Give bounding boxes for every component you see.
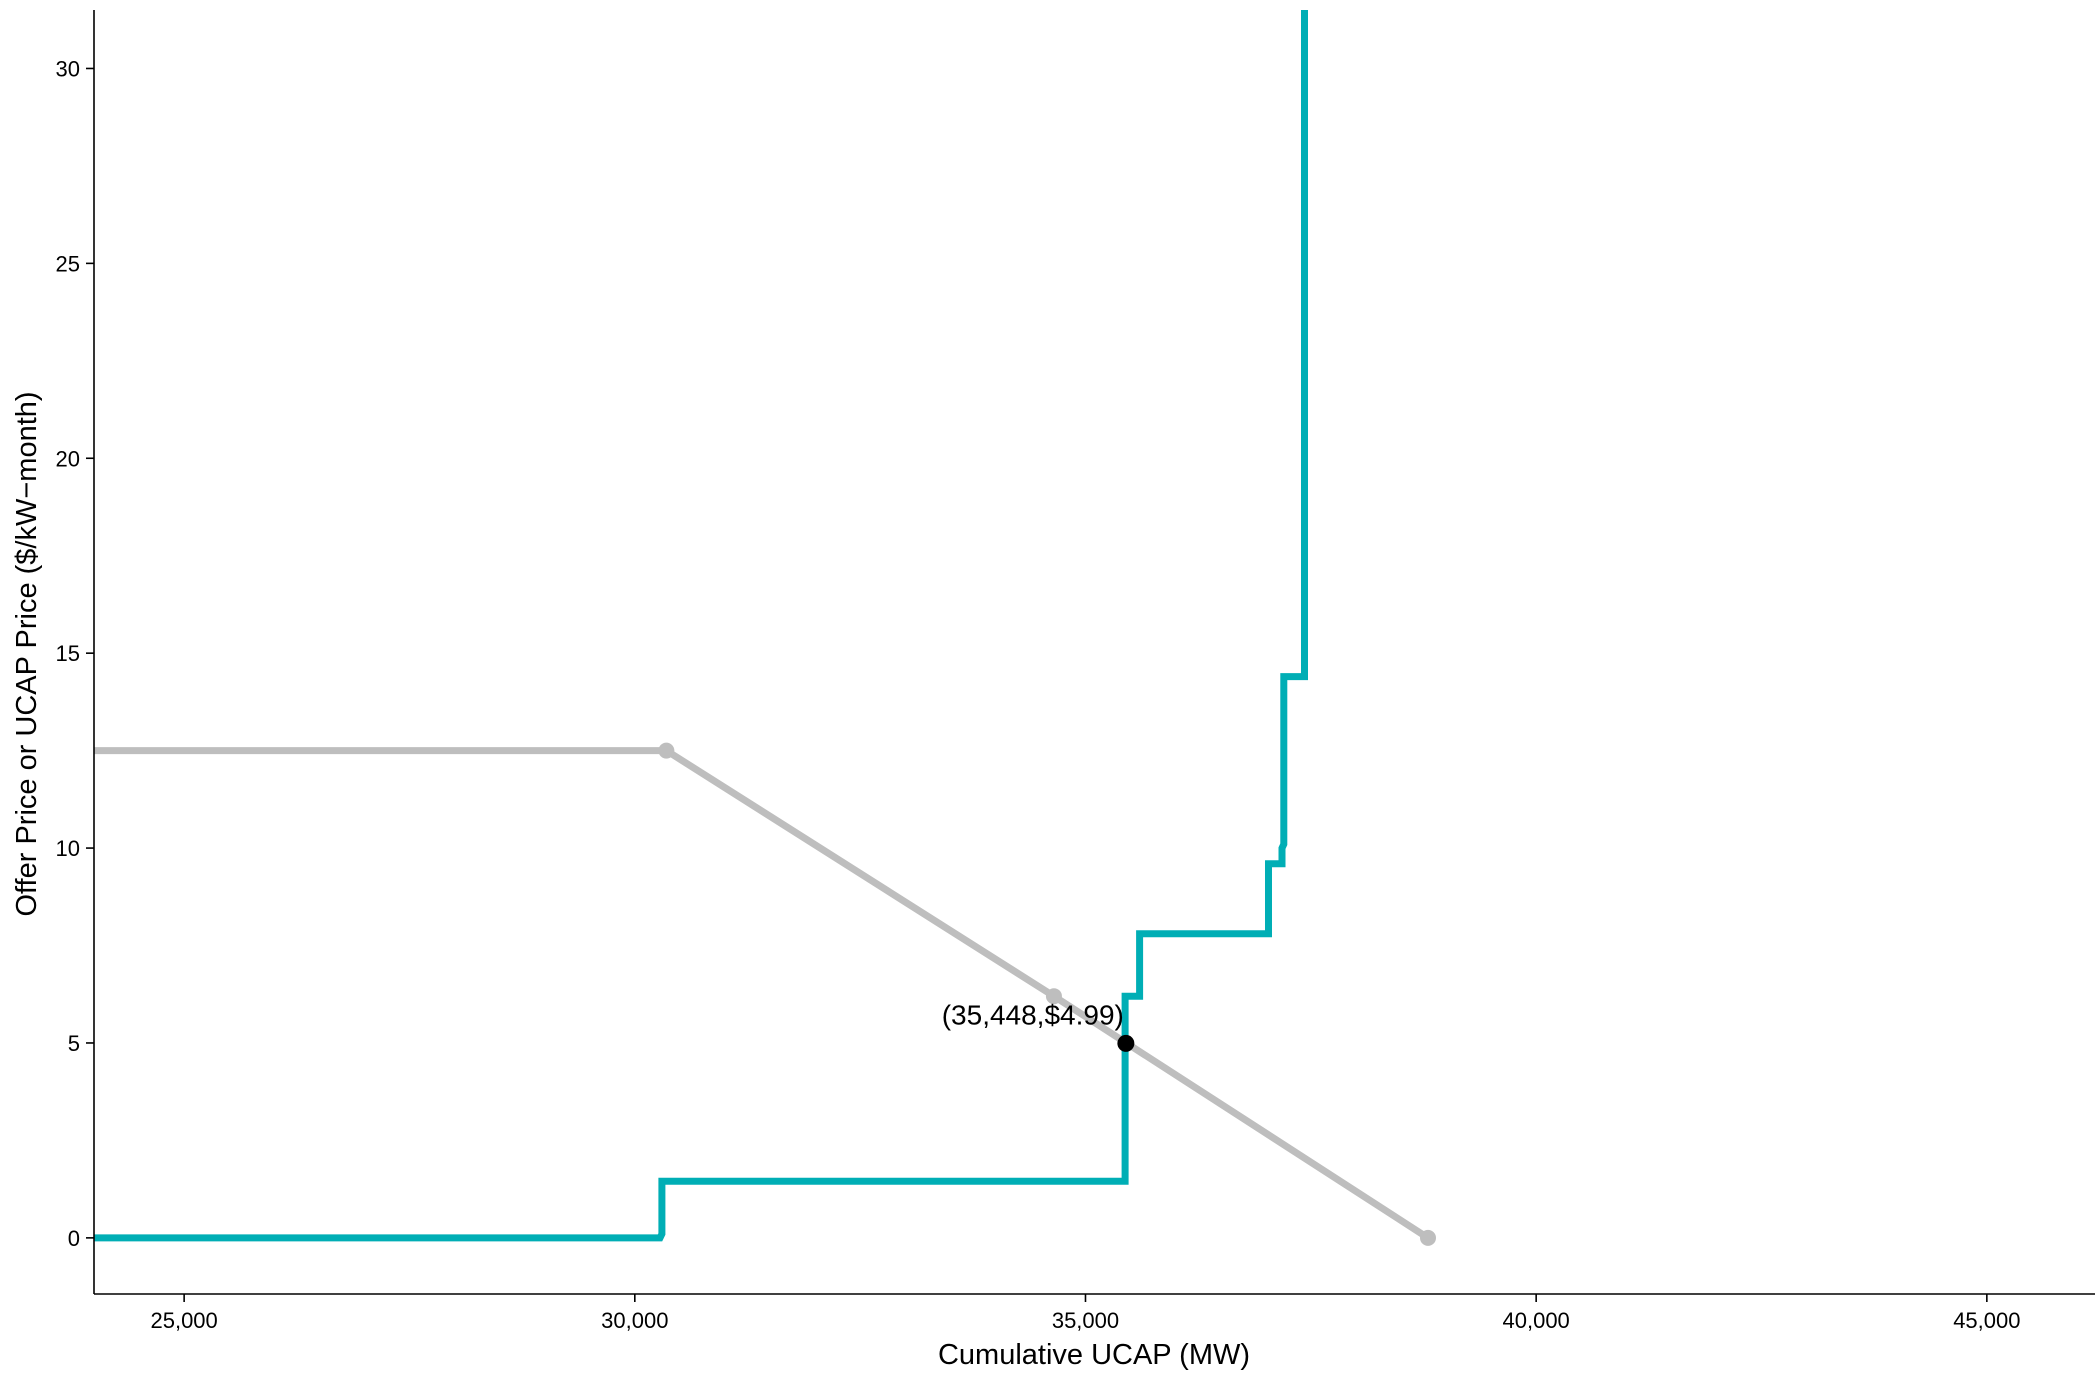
x-tick-label: 40,000 (1503, 1308, 1570, 1333)
clearing-point-label: (35,448,$4.99) (942, 999, 1124, 1030)
x-tick-label: 30,000 (601, 1308, 668, 1333)
axes-layer: 25,000 30,000 35,000 40,000 45,000 0 5 10 15 20 25… (56, 10, 2095, 1333)
markers-layer (658, 742, 1436, 1246)
demand-curve-point (1420, 1229, 1436, 1246)
x-tick-label: 35,000 (1052, 1308, 1119, 1333)
y-tick-label: 20 (56, 446, 80, 471)
y-tick-label: 25 (56, 251, 80, 276)
clearing-point (1117, 1034, 1135, 1052)
y-tick-label: 10 (56, 836, 80, 861)
annotations-layer: (35,448,$4.99) (942, 999, 1135, 1052)
y-tick-label: 30 (56, 56, 80, 81)
demand-curve-point (1045, 988, 1062, 1005)
x-tick-label: 25,000 (150, 1308, 217, 1333)
y-tick-label: 0 (68, 1226, 80, 1251)
y-tick-label: 5 (68, 1031, 80, 1056)
supply-curve-line (94, 10, 1308, 1242)
x-axis-title: Cumulative UCAP (MW) (938, 1339, 1250, 1371)
y-tick-label: 15 (56, 641, 80, 666)
demand-curve-point (658, 742, 675, 759)
y-axis-title: Offer Price or UCAP Price ($/kW−month) (11, 391, 43, 916)
series-layer (94, 10, 1430, 1242)
x-tick-label: 45,000 (1953, 1308, 2020, 1333)
demand-curve-line (94, 747, 1430, 1241)
